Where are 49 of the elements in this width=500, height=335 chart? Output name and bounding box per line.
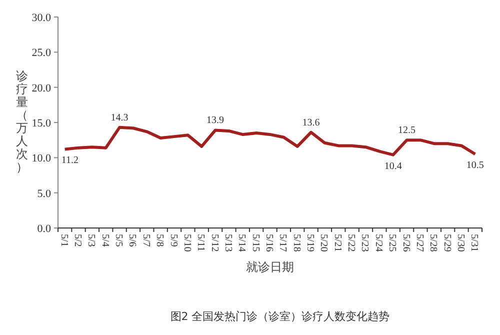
y-tick-label: 15.0 — [32, 118, 52, 130]
x-tick-label: 5/8 — [154, 234, 166, 247]
data-label: 12.5 — [398, 125, 416, 136]
x-tick-label: 5/10 — [181, 234, 192, 252]
x-tick-label: 5/9 — [168, 234, 179, 247]
caption: 图2 全国发热门诊（诊室）诊疗人数变化趋势 — [170, 310, 390, 323]
x-tick-label: 5/21 — [332, 234, 343, 252]
y-tick-label: 5.0 — [37, 188, 52, 200]
line-series — [63, 126, 477, 156]
y-tick-label: 0.0 — [37, 223, 52, 235]
data-label: 10.5 — [466, 160, 484, 172]
x-axis-title: 就诊日期 — [246, 260, 294, 274]
data-label: 13.6 — [302, 117, 320, 128]
x-tick-label: 5/30 — [454, 234, 466, 252]
x-tick-label: 5/18 — [290, 234, 302, 252]
x-tick-label: 5/12 — [208, 234, 220, 252]
data-label: 13.9 — [206, 115, 224, 126]
x-tick-label: 5/23 — [359, 234, 370, 252]
y-tick-label: 20.0 — [32, 82, 52, 94]
x-tick-label: 5/3 — [86, 234, 97, 247]
x-tick-label: 5/27 — [414, 234, 425, 252]
x-tick-label: 5/26 — [400, 234, 412, 252]
x-tick-label: 5/19 — [304, 234, 316, 252]
data-label: 14.3 — [110, 112, 128, 124]
x-tick-label: 5/16 — [264, 234, 274, 252]
x-tick-label: 5/31 — [468, 234, 480, 252]
data-label: 11.2 — [61, 155, 79, 166]
x-tick-label: 5/25 — [386, 234, 398, 252]
x-tick-label: 5/29 — [441, 234, 452, 252]
x-tick-label: 5/4 — [99, 234, 110, 247]
y-axis-title: 诊疗量（万人次） — [16, 69, 28, 174]
x-tick-label: 5/7 — [140, 234, 152, 247]
x-tick-label: 5/1 — [58, 234, 70, 247]
x-tick-label: 5/28 — [428, 234, 439, 252]
x-tick-label: 5/13 — [222, 234, 234, 252]
data-label: 10.4 — [384, 160, 402, 172]
x-tick-label: 5/24 — [372, 234, 384, 252]
x-tick-label: 5/22 — [346, 234, 357, 252]
y-tick-label: 30.0 — [32, 12, 52, 24]
x-tick-label: 5/14 — [236, 234, 248, 252]
x-tick-label: 5/6 — [126, 234, 138, 247]
x-tick-label: 5/17 — [277, 234, 288, 252]
x-tick-label: 5/11 — [195, 234, 206, 252]
x-tick-label: 5/2 — [72, 234, 84, 247]
y-tick-label: 10.0 — [32, 152, 52, 165]
x-tick-label: 5/5 — [113, 234, 124, 247]
x-tick-label: 5/20 — [318, 234, 330, 252]
y-tick-label: 25.0 — [32, 47, 52, 60]
x-tick-label: 5/15 — [250, 234, 261, 252]
